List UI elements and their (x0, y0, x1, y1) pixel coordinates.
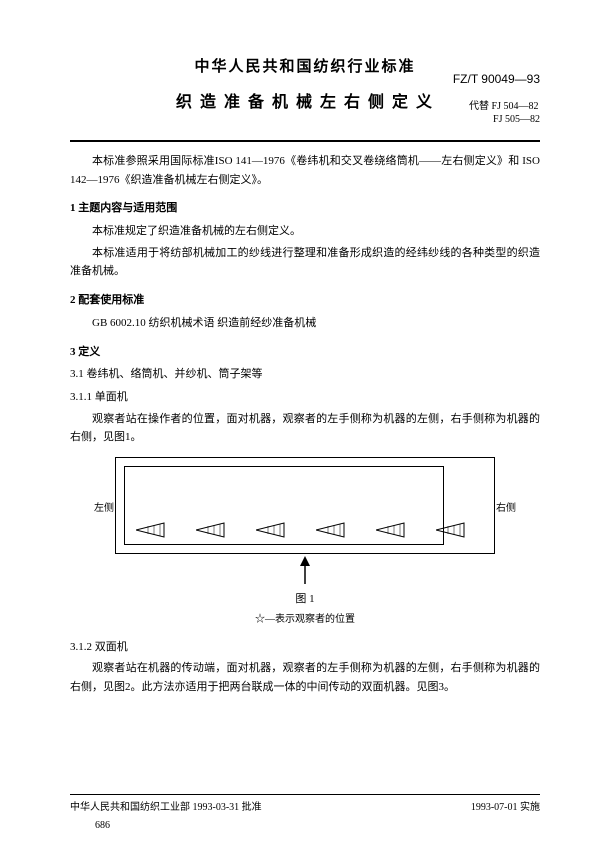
section-1-heading: 1 主题内容与适用范围 (70, 199, 540, 218)
s3-1: 3.1 卷纬机、络筒机、并纱机、筒子架等 (70, 365, 540, 384)
cone-row (136, 521, 474, 539)
cone-icon (316, 521, 354, 539)
cone-icon (136, 521, 174, 539)
s3-1-2-p: 观察者站在机器的传动端，面对机器，观察者的左手侧称为机器的左侧，右手侧称为机器的… (70, 659, 540, 696)
fig-caption: 图 1 (115, 590, 495, 609)
s1-p2: 本标准适用于将纺部机械加工的纱线进行整理和准备形成织造的经纬纱线的各种类型的织造… (70, 244, 540, 281)
left-label: 左侧 (94, 500, 114, 517)
section-2-heading: 2 配套使用标准 (70, 291, 540, 310)
cone-icon (196, 521, 234, 539)
replace-codes: 代替 FJ 504—82 FJ 505—82 (469, 100, 540, 126)
s1-p1: 本标准规定了织造准备机械的左右侧定义。 (70, 222, 540, 241)
s3-1-2: 3.1.2 双面机 (70, 638, 540, 657)
s2-p1: GB 6002.10 纺织机械术语 织造前经纱准备机械 (70, 314, 540, 333)
s3-1-1: 3.1.1 单面机 (70, 388, 540, 407)
section-3-heading: 3 定义 (70, 343, 540, 362)
standard-code: FZ/T 90049—93 (453, 72, 540, 86)
observer-arrow-icon (115, 556, 495, 586)
cone-icon (376, 521, 414, 539)
replace2: FJ 505—82 (469, 113, 540, 126)
footer: 中华人民共和国纺织工业部 1993-03-31 批准 1993-07-01 实施 (70, 794, 540, 813)
page-number: 686 (95, 820, 110, 831)
footer-left: 中华人民共和国纺织工业部 1993-03-31 批准 (70, 798, 262, 813)
fig-caption-2: ☆—表示观察者的位置 (115, 611, 495, 628)
cone-icon (436, 521, 474, 539)
replace1: 代替 FJ 504—82 (469, 100, 540, 113)
footer-right: 1993-07-01 实施 (471, 798, 540, 813)
intro-para: 本标准参照采用国际标准ISO 141—1976《卷纬机和交叉卷绕络筒机——左右侧… (70, 152, 540, 189)
right-label: 右侧 (496, 500, 516, 517)
cone-icon (256, 521, 294, 539)
figure-1: 左侧 右侧 图 1 ☆—表示观察者的位置 (115, 457, 495, 628)
divider (70, 140, 540, 142)
s3-1-1-p: 观察者站在操作者的位置，面对机器，观察者的左手侧称为机器的左侧，右手侧称为机器的… (70, 410, 540, 447)
